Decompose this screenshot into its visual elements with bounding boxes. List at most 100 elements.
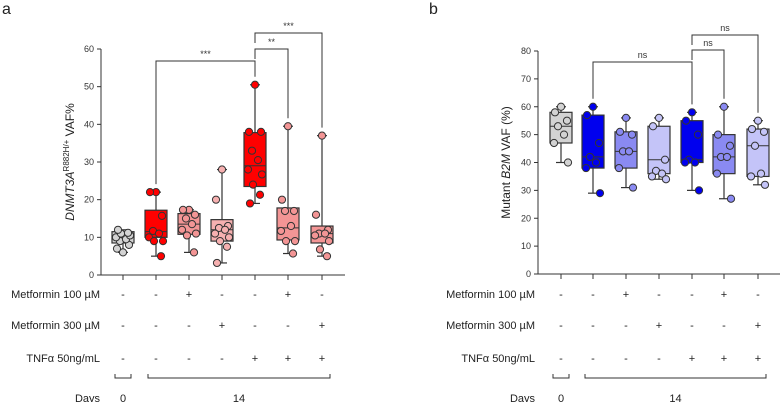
data-point — [280, 206, 290, 216]
box-group-6 — [712, 102, 736, 203]
data-point — [595, 189, 605, 198]
data-point — [756, 169, 766, 178]
box-group-3 — [177, 205, 201, 257]
data-point — [621, 113, 631, 123]
data-point — [247, 146, 257, 155]
condition-sign: + — [755, 353, 761, 365]
data-point — [591, 158, 601, 167]
data-point — [187, 220, 197, 229]
box-group-7 — [746, 116, 770, 189]
data-point — [549, 138, 559, 148]
data-point — [311, 210, 321, 219]
data-point — [210, 229, 220, 238]
panel-label: b — [429, 1, 438, 18]
condition-sign: - — [591, 353, 595, 365]
condition-sign: - — [591, 320, 595, 332]
condition-sign: - — [624, 320, 628, 332]
data-point — [680, 158, 690, 167]
box-group-5 — [680, 108, 704, 195]
data-point — [157, 211, 167, 220]
box — [680, 120, 704, 164]
significance-bracket: *** — [254, 21, 323, 128]
condition-sign: + — [721, 353, 727, 365]
condition-sign: - — [220, 353, 224, 365]
data-point — [615, 127, 625, 136]
data-point — [550, 108, 560, 117]
condition-sign: - — [690, 320, 694, 332]
condition-sign: - — [591, 289, 595, 301]
days-bracket — [584, 374, 767, 379]
data-point — [661, 175, 671, 184]
box-group-2 — [144, 188, 168, 261]
y-tick-label: 40 — [84, 119, 94, 129]
condition-sign: + — [285, 289, 291, 301]
condition-sign: + — [656, 320, 662, 332]
condition-sign: + — [755, 320, 761, 332]
significance-label: ** — [268, 37, 276, 47]
y-axis-label-suffix: VAF% — [63, 103, 77, 140]
data-point — [253, 156, 263, 165]
data-point — [156, 252, 166, 261]
data-point — [713, 130, 723, 139]
data-point — [178, 205, 188, 214]
data-point — [712, 169, 722, 178]
condition-sign: - — [320, 289, 324, 301]
days-value: 14 — [233, 393, 245, 402]
condition-sign: - — [121, 289, 125, 301]
data-point — [177, 225, 187, 234]
data-point — [277, 195, 287, 204]
y-tick-label: 70 — [521, 74, 531, 84]
condition-sign: + — [319, 353, 325, 365]
data-point — [158, 237, 168, 246]
data-point — [694, 186, 704, 195]
data-point — [320, 229, 330, 238]
box-group-3 — [614, 113, 638, 192]
data-point — [154, 229, 164, 238]
data-point — [315, 245, 325, 254]
box-group-2 — [581, 102, 605, 198]
bracket-line — [155, 60, 256, 185]
data-point — [753, 116, 763, 125]
days-bracket — [552, 374, 570, 379]
significance-label: ns — [720, 23, 730, 33]
y-axis-label-suffix: VAF (%) — [499, 106, 513, 154]
data-point — [324, 237, 334, 246]
data-point — [681, 116, 691, 125]
data-point — [224, 233, 234, 242]
data-point — [123, 228, 133, 237]
data-point — [581, 163, 591, 173]
days-bracket — [147, 374, 331, 379]
y-tick-label: 50 — [84, 82, 94, 92]
significance-label: *** — [200, 49, 211, 59]
significance-label: *** — [283, 21, 294, 31]
y-axis-label-gene: B2M — [499, 154, 513, 179]
data-point — [660, 155, 670, 164]
data-point — [614, 163, 624, 173]
data-point — [628, 183, 638, 192]
significance-bracket: ns — [691, 23, 759, 113]
condition-sign: - — [187, 320, 191, 332]
condition-sign: - — [253, 289, 257, 301]
condition-sign: + — [623, 289, 629, 301]
data-point — [250, 80, 260, 89]
data-point — [217, 165, 227, 174]
y-axis-label: Mutant B2M VAF (%) — [499, 106, 513, 219]
data-point — [594, 138, 604, 148]
data-point — [189, 248, 199, 257]
data-point — [256, 127, 266, 136]
data-point — [687, 108, 697, 117]
data-point — [112, 244, 122, 253]
condition-sign: + — [186, 289, 192, 301]
panel-label: a — [2, 1, 11, 18]
condition-sign: - — [690, 289, 694, 301]
data-point — [317, 131, 327, 140]
data-point — [582, 111, 592, 120]
data-point — [722, 152, 732, 162]
data-point — [181, 214, 191, 223]
condition-sign: - — [559, 320, 563, 332]
data-point — [654, 113, 664, 123]
condition-sign: - — [154, 320, 158, 332]
condition-sign: + — [252, 353, 258, 365]
data-point — [760, 180, 770, 189]
